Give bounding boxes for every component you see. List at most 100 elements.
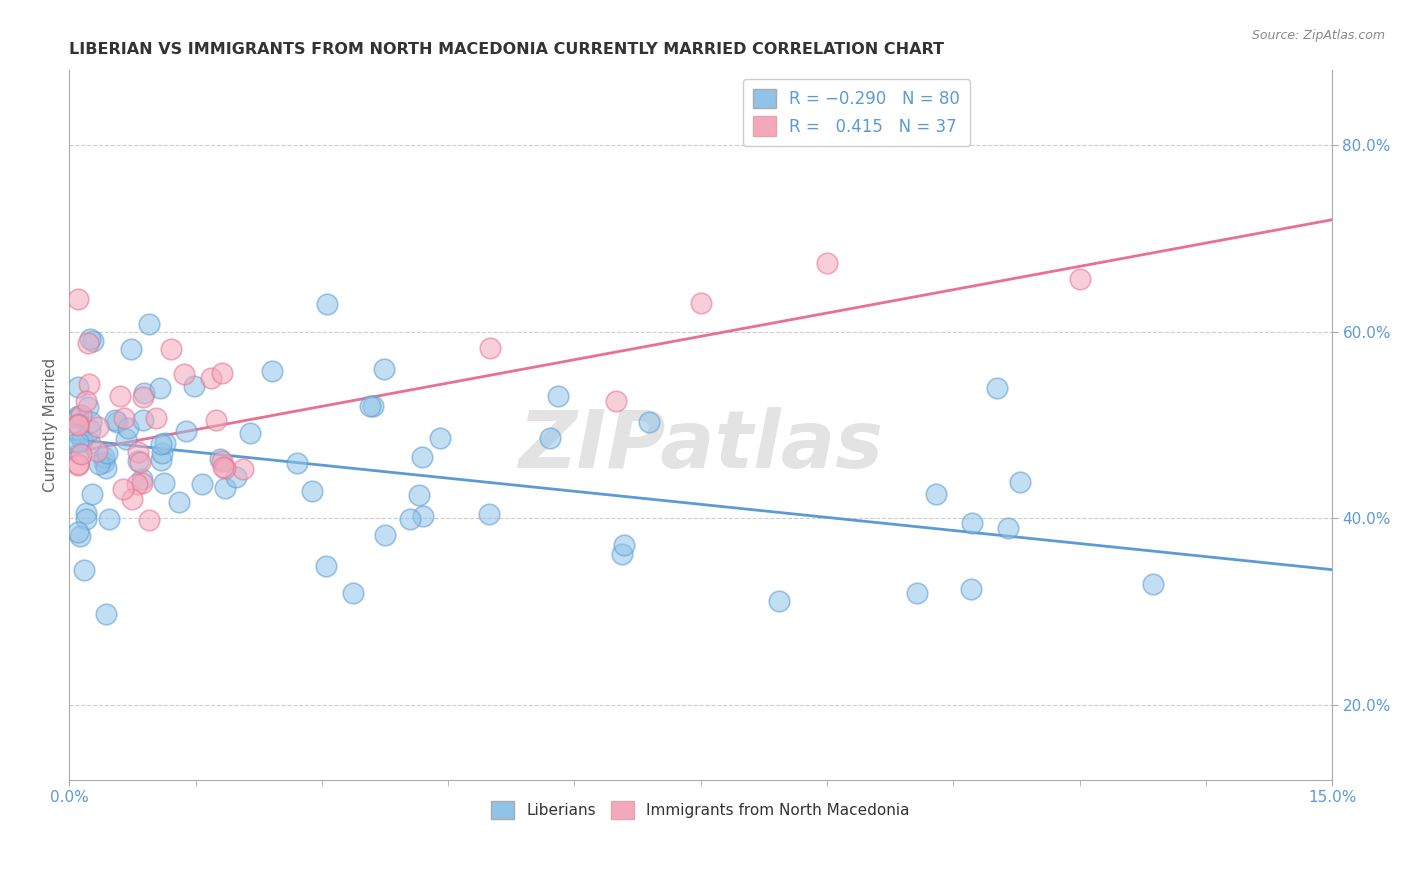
- Point: [79, 423, 101, 437]
- Point: [132, 413, 155, 427]
- Point: [66, 458, 89, 472]
- Point: [131, 390, 153, 404]
- Point: [79, 376, 101, 391]
- Point: [315, 558, 337, 573]
- Point: [131, 472, 153, 486]
- Point: [82, 334, 104, 348]
- Point: [112, 410, 135, 425]
- Point: [72, 433, 94, 447]
- Point: [363, 399, 385, 413]
- Point: [905, 586, 928, 600]
- Point: [75, 394, 97, 409]
- Point: [79, 332, 101, 346]
- Point: [429, 431, 451, 445]
- Point: [66, 525, 89, 540]
- Point: [610, 547, 633, 561]
- Point: [80, 487, 103, 501]
- Legend: Liberians, Immigrants from North Macedonia: Liberians, Immigrants from North Macedon…: [485, 796, 917, 825]
- Point: [70, 447, 93, 461]
- Point: [96, 446, 118, 460]
- Point: [108, 389, 131, 403]
- Point: [301, 483, 323, 498]
- Point: [412, 509, 434, 524]
- Point: [150, 453, 173, 467]
- Point: [208, 451, 231, 466]
- Point: [120, 342, 142, 356]
- Point: [117, 421, 139, 435]
- Y-axis label: Currently Married: Currently Married: [44, 358, 58, 492]
- Point: [285, 457, 308, 471]
- Point: [66, 435, 89, 450]
- Point: [547, 389, 569, 403]
- Point: [315, 297, 337, 311]
- Point: [67, 445, 90, 459]
- Point: [768, 594, 790, 608]
- Point: [138, 317, 160, 331]
- Point: [174, 425, 197, 439]
- Point: [111, 482, 134, 496]
- Point: [398, 512, 420, 526]
- Point: [408, 488, 430, 502]
- Point: [87, 420, 110, 434]
- Point: [80, 415, 103, 429]
- Point: [77, 401, 100, 415]
- Point: [73, 563, 96, 577]
- Point: [191, 476, 214, 491]
- Point: [93, 455, 115, 469]
- Point: [66, 380, 89, 394]
- Point: [79, 436, 101, 450]
- Point: [94, 461, 117, 475]
- Point: [105, 415, 128, 429]
- Point: [89, 458, 111, 472]
- Point: [70, 409, 93, 423]
- Point: [924, 487, 946, 501]
- Point: [214, 461, 236, 475]
- Point: [152, 476, 174, 491]
- Point: [66, 292, 89, 306]
- Point: [538, 431, 561, 445]
- Point: [66, 409, 89, 424]
- Point: [138, 513, 160, 527]
- Point: [359, 399, 381, 413]
- Point: [77, 335, 100, 350]
- Point: [121, 491, 143, 506]
- Point: [411, 450, 433, 465]
- Point: [479, 341, 502, 355]
- Point: [66, 411, 89, 425]
- Point: [127, 454, 149, 468]
- Point: [1142, 577, 1164, 591]
- Point: [167, 495, 190, 509]
- Point: [75, 512, 97, 526]
- Point: [205, 413, 228, 427]
- Point: [605, 394, 627, 409]
- Point: [104, 413, 127, 427]
- Point: [93, 450, 115, 464]
- Point: [173, 367, 195, 381]
- Point: [66, 426, 89, 441]
- Point: [613, 539, 636, 553]
- Point: [75, 506, 97, 520]
- Point: [149, 381, 172, 395]
- Point: [689, 296, 711, 310]
- Point: [69, 528, 91, 542]
- Point: [986, 382, 1008, 396]
- Text: LIBERIAN VS IMMIGRANTS FROM NORTH MACEDONIA CURRENTLY MARRIED CORRELATION CHART: LIBERIAN VS IMMIGRANTS FROM NORTH MACEDO…: [69, 42, 945, 57]
- Point: [211, 454, 233, 468]
- Point: [131, 475, 153, 490]
- Point: [960, 516, 983, 530]
- Text: Source: ZipAtlas.com: Source: ZipAtlas.com: [1251, 29, 1385, 42]
- Point: [153, 435, 176, 450]
- Point: [212, 459, 235, 474]
- Point: [66, 417, 89, 431]
- Point: [1008, 475, 1031, 490]
- Point: [94, 607, 117, 621]
- Point: [86, 444, 108, 458]
- Point: [997, 521, 1019, 535]
- Point: [183, 379, 205, 393]
- Point: [374, 528, 396, 542]
- Point: [66, 417, 89, 432]
- Point: [638, 415, 661, 429]
- Point: [232, 462, 254, 476]
- Point: [150, 446, 173, 460]
- Point: [960, 582, 983, 596]
